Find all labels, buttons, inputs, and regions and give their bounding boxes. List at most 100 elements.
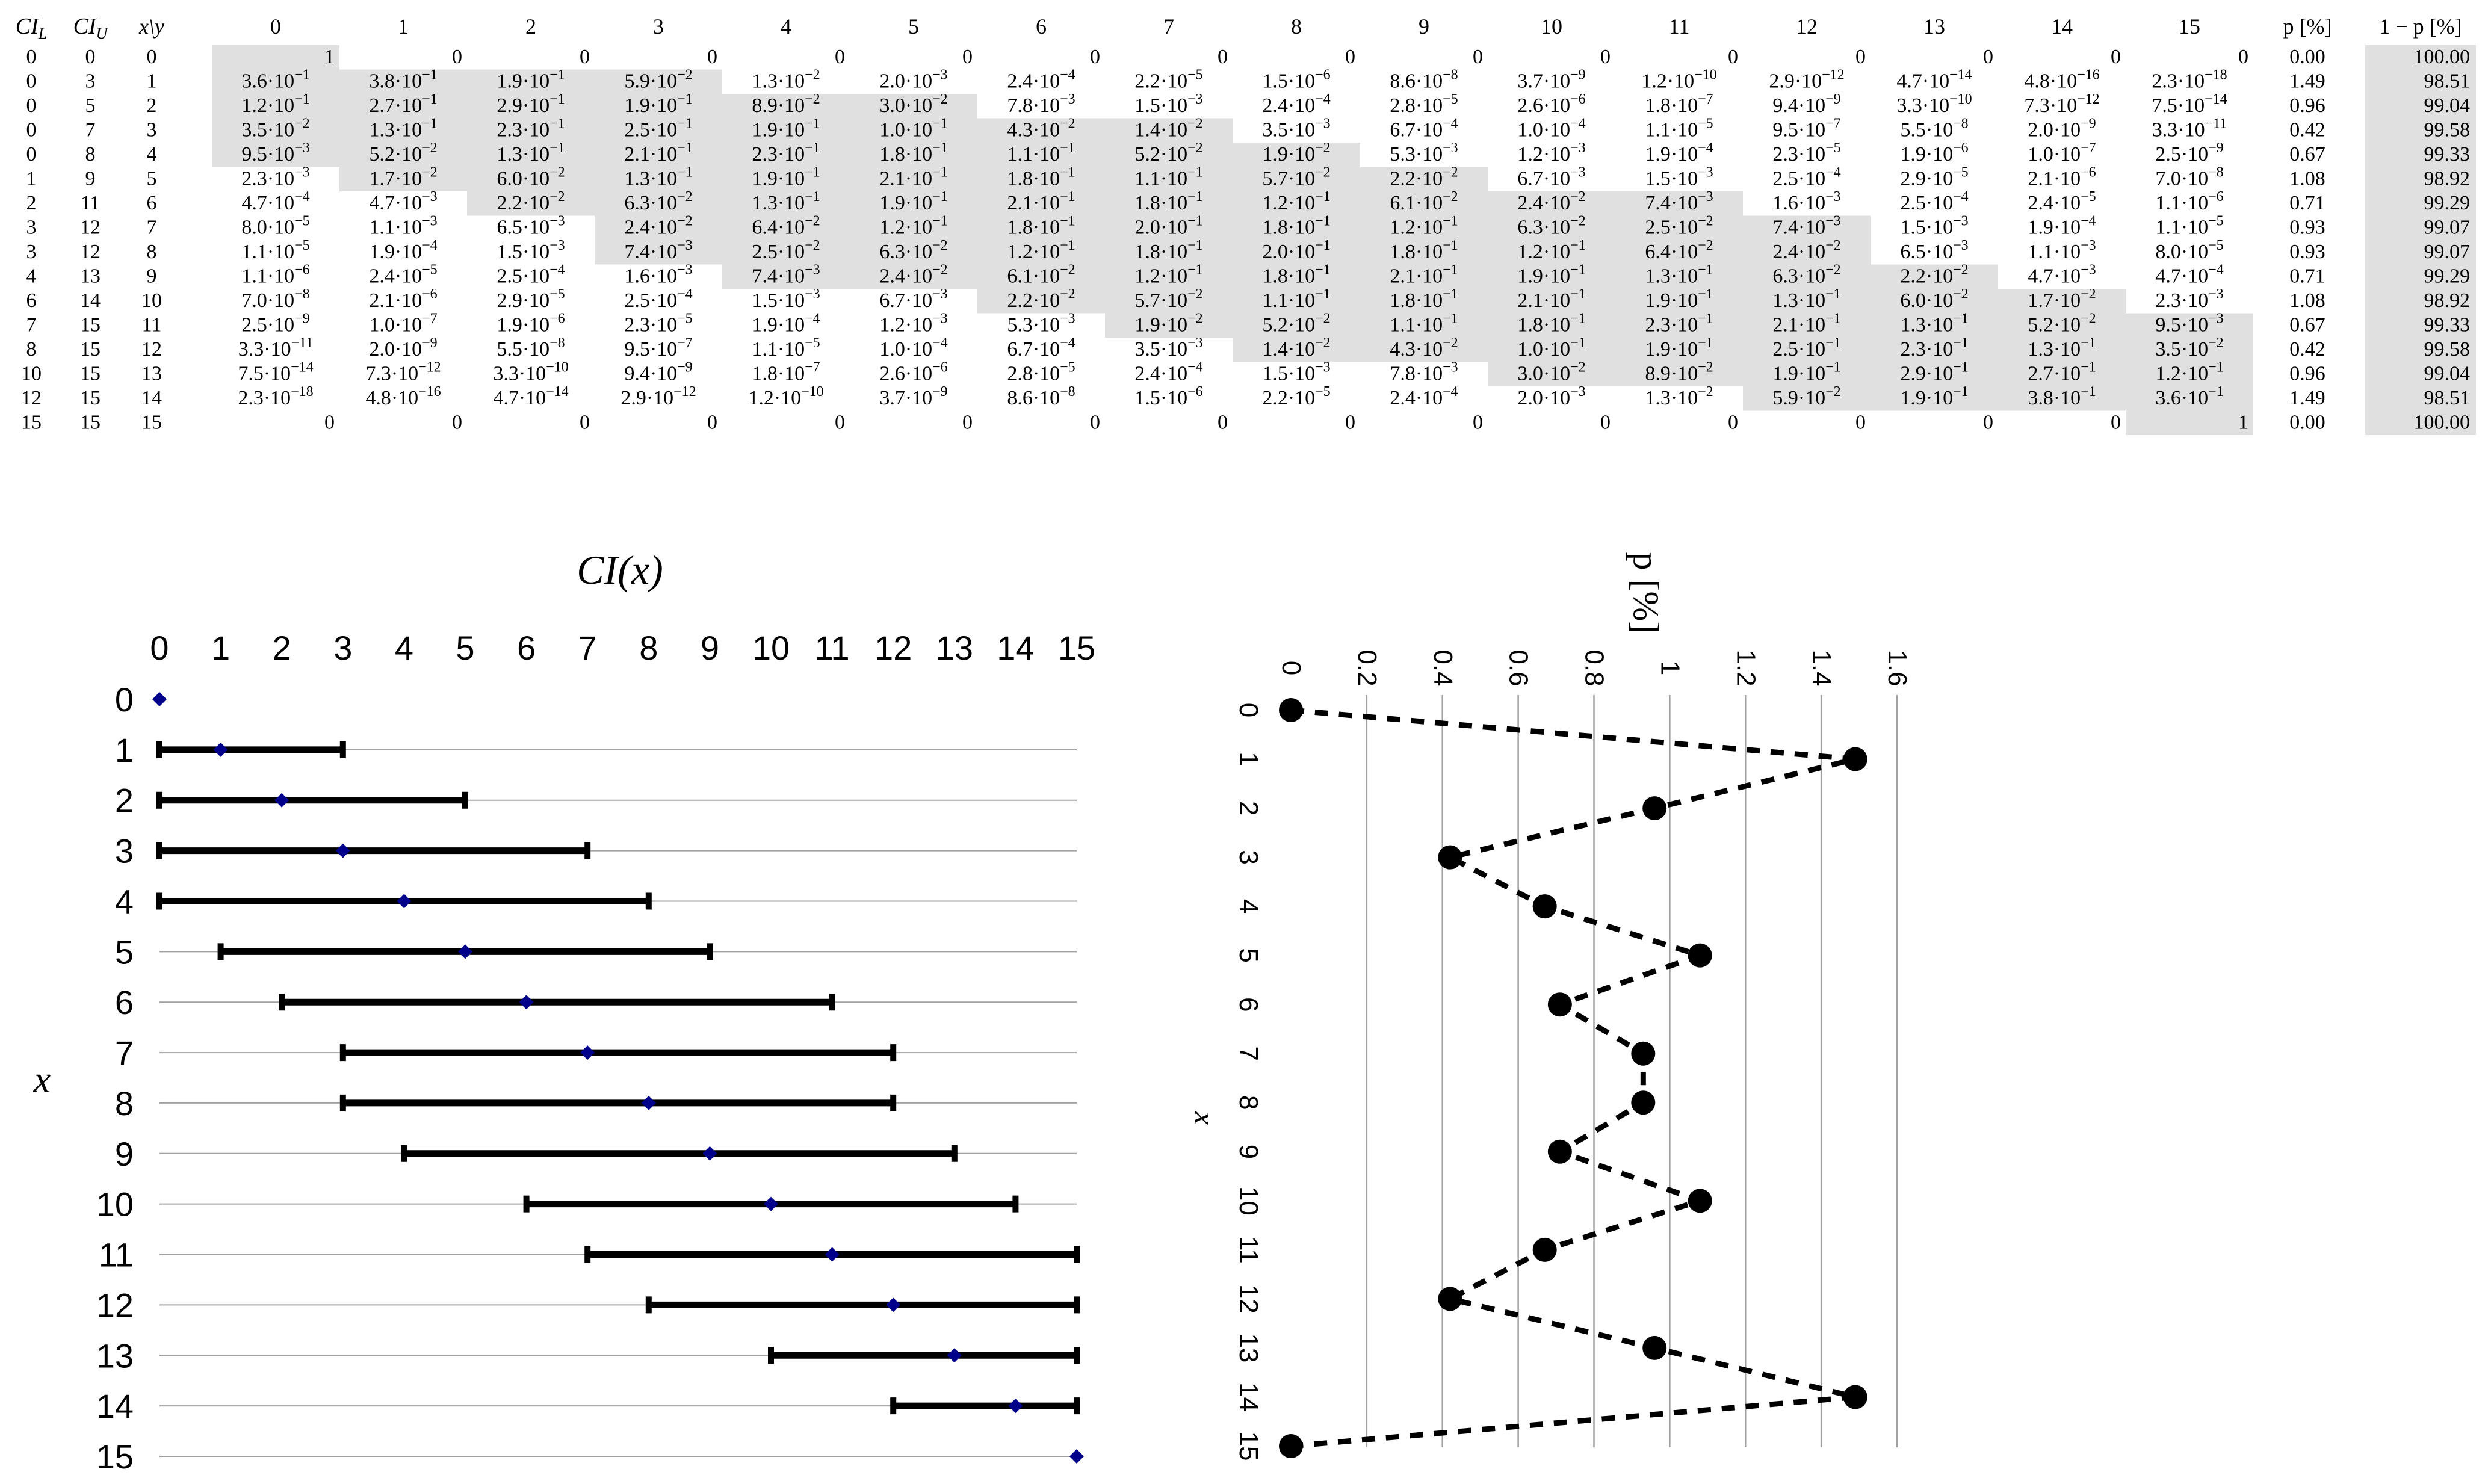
cell-probability: 2.9·10−1 bbox=[497, 91, 565, 117]
cell-ci-lower: 0 bbox=[26, 94, 37, 117]
p-value-tick-label: 0.4 bbox=[1428, 649, 1458, 686]
p-point-marker bbox=[1547, 992, 1572, 1017]
cell-p: 1.08 bbox=[2289, 168, 2325, 190]
cell-x: 1 bbox=[147, 70, 157, 93]
header-x-y: x\y bbox=[138, 14, 164, 39]
cell-probability: 7.3·10−12 bbox=[2024, 91, 2099, 117]
cell-x: 2 bbox=[147, 94, 157, 117]
cell-ci-upper: 7 bbox=[85, 119, 96, 141]
ci-highlight-cell bbox=[467, 191, 1743, 216]
cell-probability: 1.5·10−3 bbox=[497, 238, 565, 263]
ci-highlight-cell bbox=[212, 94, 977, 119]
p-x-tick-label: 12 bbox=[1234, 1284, 1263, 1314]
cell-x: 8 bbox=[147, 241, 157, 263]
cell-probability: 0 bbox=[452, 412, 462, 434]
cell-probability: 0 bbox=[1728, 412, 1738, 434]
ci-point-marker bbox=[152, 692, 167, 706]
cell-probability: 1.2·10−10 bbox=[1641, 67, 1716, 93]
cell-probability: 2.5·10−4 bbox=[624, 286, 692, 312]
p-series-line bbox=[1290, 707, 1856, 1449]
cell-x: 13 bbox=[141, 363, 162, 385]
cell-probability: 1.0·10−4 bbox=[1517, 116, 1585, 141]
cell-probability: 2.6·10−6 bbox=[879, 360, 947, 385]
cell-ci-lower: 10 bbox=[21, 363, 42, 385]
cell-probability: 1.8·10−1 bbox=[879, 140, 947, 165]
ci-point-marker bbox=[1069, 1449, 1084, 1464]
ci-x-tick-label: 15 bbox=[1058, 629, 1095, 667]
cell-one-minus-p: 98.92 bbox=[2424, 168, 2471, 190]
cell-probability: 7.8·10−3 bbox=[1390, 360, 1458, 385]
cell-x: 6 bbox=[147, 192, 157, 214]
cell-ci-upper: 3 bbox=[85, 70, 96, 93]
ci-highlight-cell bbox=[595, 215, 1871, 240]
header-ci-lower: CIL bbox=[16, 14, 47, 42]
cell-probability: 3.0·10−2 bbox=[879, 91, 947, 117]
cell-probability: 0 bbox=[1345, 412, 1355, 434]
cell-one-minus-p: 98.51 bbox=[2424, 70, 2471, 93]
cell-probability: 2.9·10−5 bbox=[497, 286, 565, 312]
p-point-marker bbox=[1631, 1041, 1656, 1066]
cell-probability: 6.4·10−2 bbox=[1645, 238, 1713, 263]
cell-p: 1.49 bbox=[2289, 387, 2325, 409]
cell-probability: 1.8·10−1 bbox=[1517, 311, 1585, 336]
cell-probability: 1.2·10−1 bbox=[1390, 214, 1458, 239]
cell-x: 10 bbox=[141, 289, 162, 312]
cell-probability: 0 bbox=[962, 412, 973, 434]
cell-probability: 1.5·10−6 bbox=[1134, 384, 1202, 409]
cell-probability: 2.1·10−1 bbox=[1517, 286, 1585, 312]
cell-probability: 0 bbox=[2111, 412, 2121, 434]
ci-x-tick-label: 5 bbox=[456, 629, 474, 667]
ci-y-tick-label: 4 bbox=[115, 882, 134, 920]
cell-probability: 2.9·10−12 bbox=[620, 384, 696, 409]
cell-ci-lower: 3 bbox=[26, 217, 37, 239]
cell-probability: 1.3·10−1 bbox=[624, 165, 692, 190]
cell-probability: 3.3·10−11 bbox=[2152, 116, 2227, 141]
cell-probability: 1.0·10−1 bbox=[879, 116, 947, 141]
cell-probability: 1.1·10−6 bbox=[2155, 189, 2223, 214]
ci-point-marker bbox=[886, 1297, 901, 1312]
cell-probability: 0 bbox=[835, 412, 845, 434]
cell-probability: 2.0·10−3 bbox=[1517, 384, 1585, 409]
p-x-tick-label: 15 bbox=[1234, 1432, 1263, 1461]
cell-probability: 1.0·10−1 bbox=[1517, 335, 1585, 360]
cell-probability: 1.9·10−1 bbox=[879, 189, 947, 214]
cell-probability: 2.3·10−18 bbox=[238, 384, 313, 409]
cell-probability: 9.5·10−7 bbox=[1772, 116, 1840, 141]
cell-probability: 5.5·10−8 bbox=[497, 335, 565, 360]
cell-probability: 1.7·10−2 bbox=[2028, 286, 2096, 312]
cell-probability: 6.0·10−2 bbox=[1900, 286, 1968, 312]
cell-probability: 5.7·10−2 bbox=[1134, 286, 1202, 312]
ci-point-marker bbox=[947, 1348, 962, 1363]
cell-probability: 2.3·10−1 bbox=[1645, 311, 1713, 336]
cell-probability: 1.7·10−2 bbox=[369, 165, 437, 190]
ci-y-tick-label: 11 bbox=[99, 1236, 134, 1274]
coverage-highlight-cell bbox=[2365, 191, 2476, 216]
ci-highlight-cell bbox=[1105, 313, 2253, 338]
header-y-value: 14 bbox=[2051, 14, 2073, 39]
cell-probability: 2.1·10−1 bbox=[624, 140, 692, 165]
cell-p: 0.42 bbox=[2289, 119, 2325, 141]
p-x-tick-label: 0 bbox=[1234, 703, 1263, 717]
cell-probability: 2.7·10−1 bbox=[369, 91, 437, 117]
cell-probability: 7.4·10−3 bbox=[1645, 189, 1713, 214]
cell-one-minus-p: 98.51 bbox=[2424, 387, 2471, 409]
cell-probability: 2.3·10−1 bbox=[1900, 335, 1968, 360]
cell-probability: 1.2·10−10 bbox=[748, 384, 823, 409]
p-x-tick-label: 14 bbox=[1234, 1382, 1263, 1412]
coverage-highlight-cell bbox=[2365, 118, 2476, 143]
cell-probability: 2.5·10−2 bbox=[1645, 214, 1713, 239]
cell-ci-lower: 0 bbox=[26, 70, 37, 93]
ci-y-tick-label: 9 bbox=[115, 1135, 134, 1173]
cell-probability: 8.6·10−8 bbox=[1390, 67, 1458, 93]
ci-x-tick-label: 8 bbox=[639, 629, 658, 667]
p-percent-chart: p [%] x 0 0.2 0.4 0.6 0.8 1 1.2 1.4 1.6012345678… bbox=[1188, 552, 1912, 1461]
cell-probability: 4.7·10−3 bbox=[369, 189, 437, 214]
cell-p: 0.96 bbox=[2289, 94, 2325, 117]
ci-chart-y-axis-label: x bbox=[33, 1058, 51, 1101]
cell-probability: 1.9·10−1 bbox=[1900, 384, 1968, 409]
ci-y-tick-label: 10 bbox=[96, 1186, 134, 1223]
p-point-marker bbox=[1438, 845, 1462, 870]
cell-one-minus-p: 100.00 bbox=[2414, 46, 2471, 68]
cell-probability: 2.0·10−1 bbox=[1134, 214, 1202, 239]
